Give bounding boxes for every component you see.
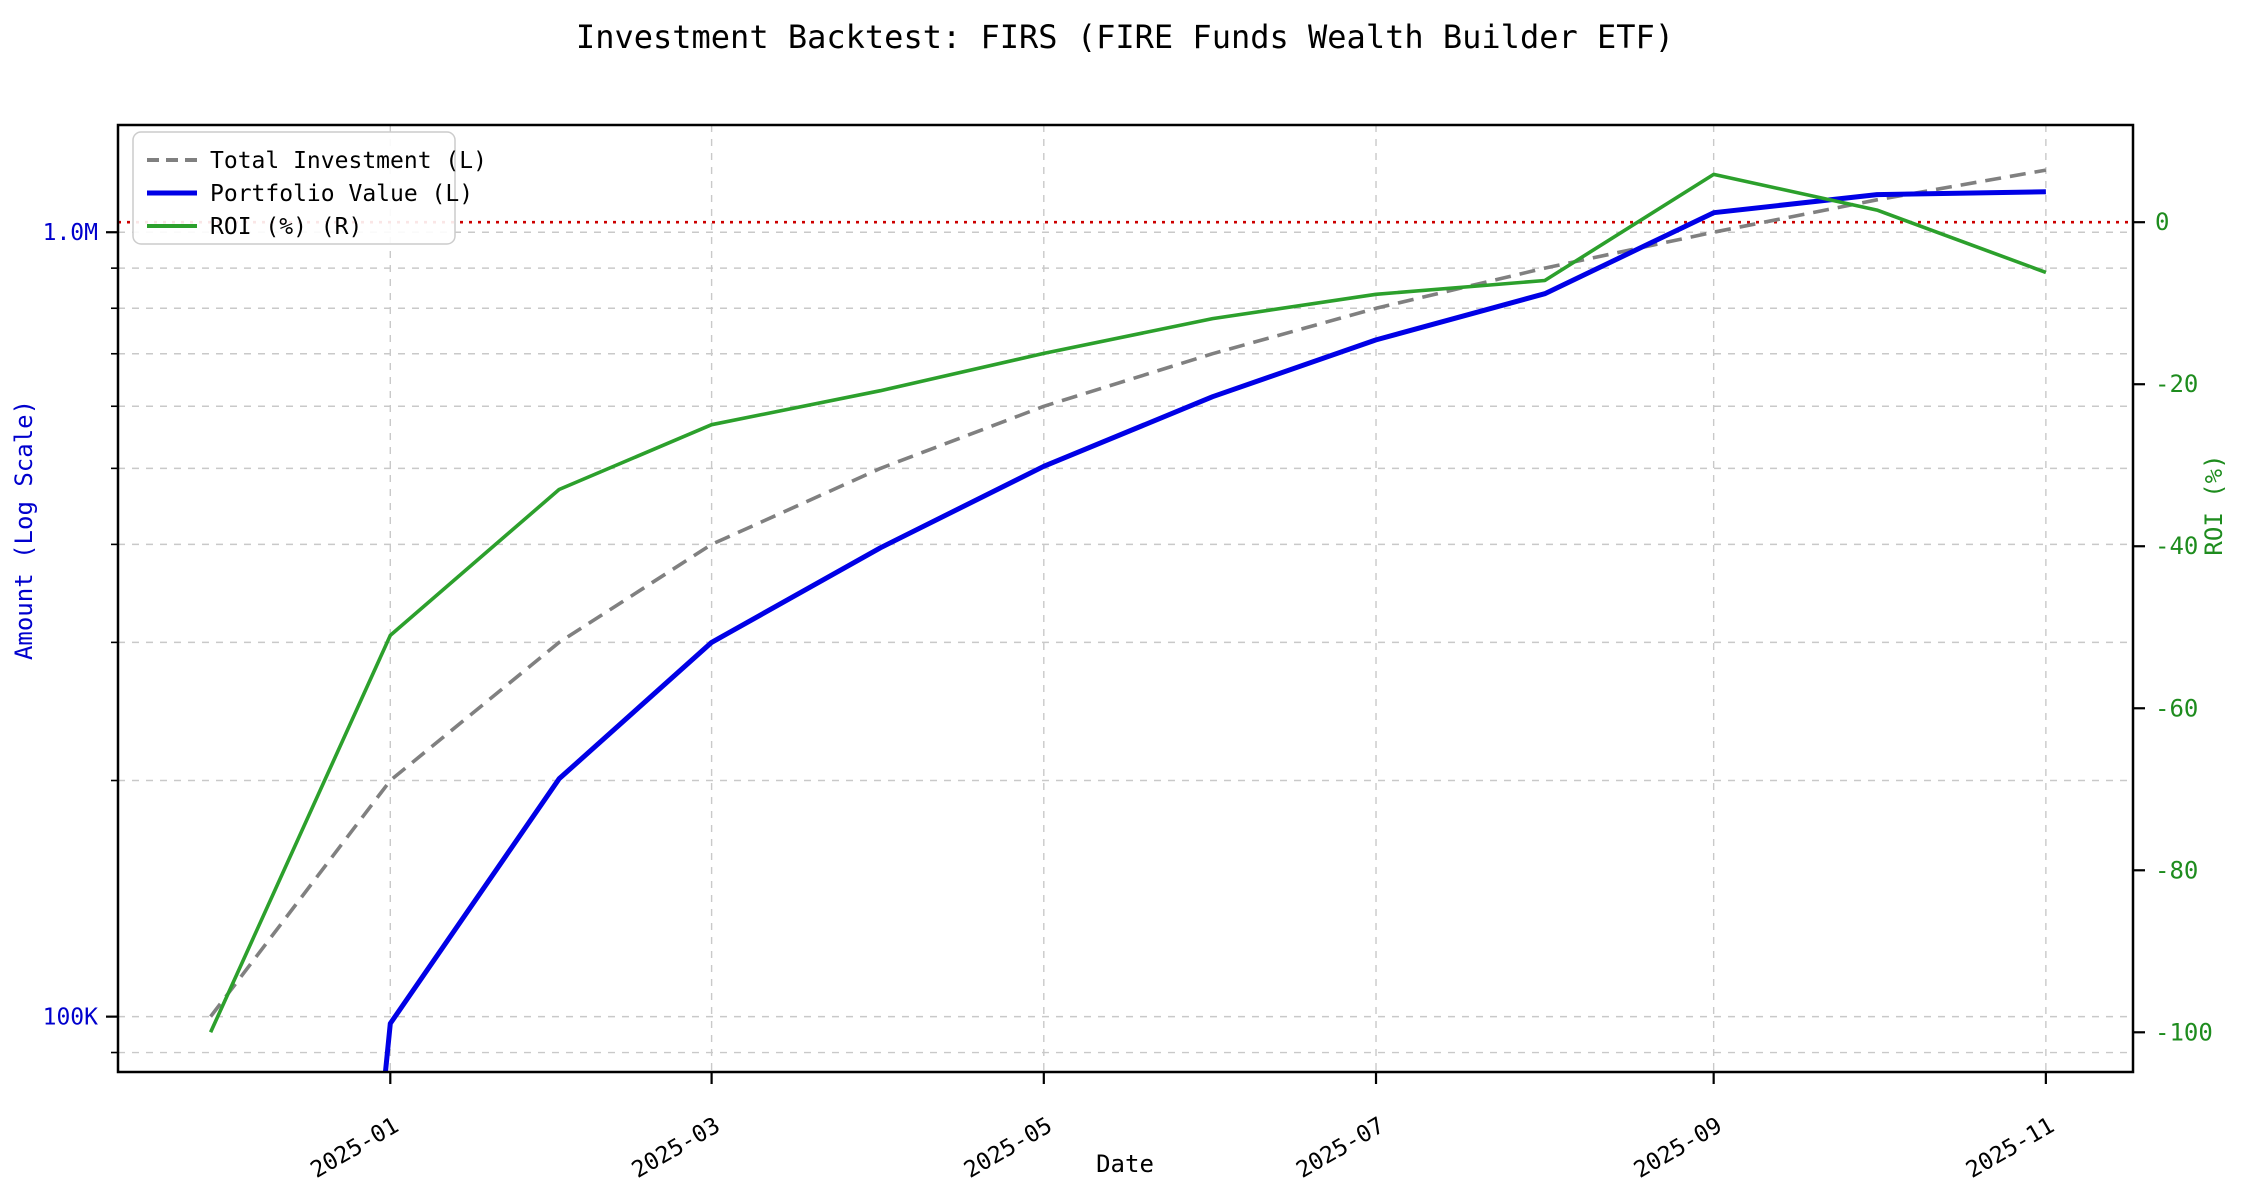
series-line-roi	[208, 172, 2047, 1034]
x-axis-label: Date	[1096, 1150, 1154, 1178]
x-tick-label: 2025-01	[306, 1113, 403, 1184]
right-tick-label: -60	[2155, 694, 2198, 722]
left-axis-label: Amount (Log Scale)	[10, 400, 38, 660]
axis-ticks: 2025-01 2025-03 2025-05 2025-07 2025-09 2025-…	[43, 208, 2213, 1183]
gridlines	[118, 125, 2133, 1072]
right-tick-label: -20	[2155, 370, 2198, 398]
data-series	[208, 168, 2047, 1072]
x-tick-label: 2025-07	[1292, 1113, 1389, 1184]
series-line-portfolio_value	[382, 189, 2046, 1072]
x-tick-label: 2025-09	[1630, 1113, 1727, 1184]
legend-label-roi: ROI (%) (R)	[210, 214, 362, 240]
left-tick-label: 1.0M	[43, 220, 98, 246]
right-tick-label: -40	[2155, 532, 2198, 560]
legend-label-portfolio_value: Portfolio Value (L)	[210, 181, 473, 207]
legend-items: Total Investment (L) Portfolio Value (L) R…	[147, 148, 487, 240]
series-line-total_investment	[209, 168, 2047, 1018]
x-tick-label: 2025-11	[1962, 1113, 2059, 1184]
plot-border	[116, 123, 2135, 1074]
legend: Total Investment (L) Portfolio Value (L) R…	[132, 131, 487, 245]
x-tick-label: 2025-03	[628, 1113, 725, 1184]
right-tick-label: -100	[2155, 1018, 2213, 1046]
right-tick-label: 0	[2155, 208, 2169, 236]
left-tick-label: 100K	[43, 1005, 99, 1031]
right-tick-label: -80	[2155, 856, 2198, 884]
chart-title: Investment Backtest: FIRS (FIRE Funds We…	[576, 18, 1674, 56]
x-tick-label: 2025-05	[960, 1113, 1057, 1184]
legend-label-total_investment: Total Investment (L)	[210, 148, 487, 174]
legend-box	[132, 131, 456, 245]
right-axis-label: ROI (%)	[2200, 454, 2228, 555]
